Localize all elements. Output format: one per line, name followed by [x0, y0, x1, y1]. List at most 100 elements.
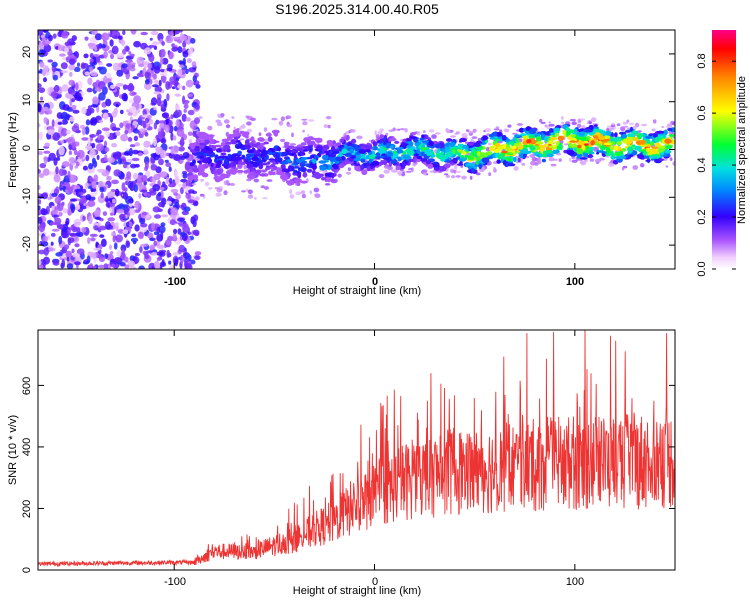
spectrogram-cell: [82, 165, 88, 171]
spectrogram-cell: [192, 75, 197, 83]
spectrogram-cell: [121, 248, 125, 258]
spectrogram-cell: [371, 160, 380, 166]
spectrogram-cell: [301, 157, 306, 161]
spectrogram-cell: [341, 148, 348, 155]
spectrogram-cell: [144, 132, 149, 137]
spectrogram-cell: [188, 199, 195, 203]
spectrogram-cell: [70, 198, 77, 202]
spectrogram-cell: [180, 178, 188, 183]
spectrogram-cell: [170, 207, 179, 216]
spectrogram-cell: [459, 161, 463, 166]
spectrogram-cell: [271, 129, 280, 134]
spectrogram-cell: [149, 190, 157, 196]
spectrogram-cell: [183, 103, 189, 109]
spectrogram-cell: [220, 142, 226, 147]
spectrogram-cell: [200, 178, 205, 182]
spectrogram-cell: [302, 171, 308, 178]
spectrogram-cell: [237, 150, 242, 155]
top-ytick-label: -10: [21, 188, 33, 204]
spectrogram-cell: [168, 166, 172, 172]
spectrogram-cell: [194, 231, 200, 237]
spectrogram-cell: [265, 167, 271, 170]
spectrogram-cell: [537, 157, 541, 162]
spectrogram-cell: [259, 173, 266, 177]
spectrogram-cell: [412, 163, 416, 167]
spectrogram-cell: [178, 60, 184, 65]
spectrogram-ticks: [38, 30, 675, 269]
spectrogram-cell: [272, 161, 276, 167]
spectrogram-cell: [178, 146, 185, 152]
spectrogram-cell: [119, 122, 124, 129]
spectrogram-cell: [134, 209, 140, 213]
spectrogram-cell: [160, 149, 167, 159]
spectrogram-cell: [125, 59, 133, 63]
spectrogram-cell: [128, 208, 136, 216]
spectrogram-cell: [513, 157, 517, 162]
spectrogram-cell: [266, 179, 273, 182]
spectrogram-cell: [128, 198, 134, 204]
spectrogram-cell: [61, 111, 68, 121]
spectrogram-cell: [187, 93, 193, 97]
spectrogram-cell: [614, 132, 618, 138]
spectrogram-cell: [102, 211, 108, 217]
spectrogram-cell: [581, 125, 586, 129]
spectrogram-cell: [138, 133, 144, 139]
spectrogram-cell: [431, 164, 440, 168]
spectrogram-cell: [396, 147, 404, 150]
spectrogram-cell: [607, 125, 610, 129]
spectrogram-cell: [189, 46, 194, 55]
spectrogram-cell: [117, 35, 123, 40]
spectrogram-cell: [104, 154, 108, 162]
spectrogram-cell: [195, 151, 204, 157]
spectrogram-cell: [603, 142, 612, 146]
spectrogram-cell: [126, 171, 132, 179]
spectrogram-cell: [605, 130, 612, 136]
spectrogram-cell: [621, 133, 628, 139]
spectrogram-cell: [249, 171, 255, 174]
spectrogram-cell: [111, 263, 116, 268]
spectrogram-cell: [188, 189, 195, 194]
spectrogram-cell: [631, 144, 636, 147]
spectrogram-cell: [159, 48, 166, 58]
spectrogram-cell: [51, 228, 60, 232]
spectrogram-cell: [390, 159, 398, 163]
spectrogram-cell: [253, 162, 260, 167]
spectrogram-cell: [508, 155, 514, 159]
spectrogram-cell: [180, 231, 186, 238]
figure-title: S196.2025.314.00.40.R05: [275, 1, 439, 17]
spectrogram-cell: [600, 145, 606, 151]
spectrogram-cell: [214, 177, 221, 183]
spectrogram-cell: [130, 30, 137, 35]
spectrogram-cell: [109, 39, 114, 47]
spectrogram-cell: [38, 83, 42, 89]
spectrogram-cell: [250, 117, 256, 122]
spectrogram-cell: [107, 157, 115, 164]
spectrogram-cell: [77, 62, 80, 67]
spectrogram-cell: [160, 230, 164, 240]
spectrogram-cell: [88, 215, 93, 225]
spectrogram-cell: [440, 151, 445, 155]
spectrogram-cell: [81, 62, 89, 69]
spectrogram-cell: [208, 187, 213, 190]
spectrogram-cell: [583, 152, 589, 158]
spectrogram-cell: [137, 152, 143, 157]
spectrogram-cell: [163, 98, 167, 108]
spectrogram-cell: [495, 152, 499, 158]
spectrogram-cell: [455, 170, 462, 173]
spectrogram-cell: [577, 141, 585, 146]
spectrogram-cell: [404, 127, 408, 133]
spectrogram-cell: [423, 155, 429, 159]
top-xtick-label: 0: [372, 276, 378, 288]
spectrogram-cell: [519, 153, 525, 159]
spectrogram-cell: [53, 84, 60, 93]
spectrogram-cell: [216, 148, 222, 153]
spectrogram-cell: [300, 167, 307, 173]
spectrogram-cell: [471, 148, 476, 152]
spectrogram-cell: [129, 144, 136, 148]
spectrogram-cell: [425, 150, 433, 156]
spectrogram-cell: [138, 265, 145, 269]
spectrogram-cell: [223, 159, 230, 166]
spectrogram-cell: [73, 149, 78, 156]
spectrogram-cell: [325, 177, 332, 183]
spectrogram-cell: [246, 178, 252, 182]
